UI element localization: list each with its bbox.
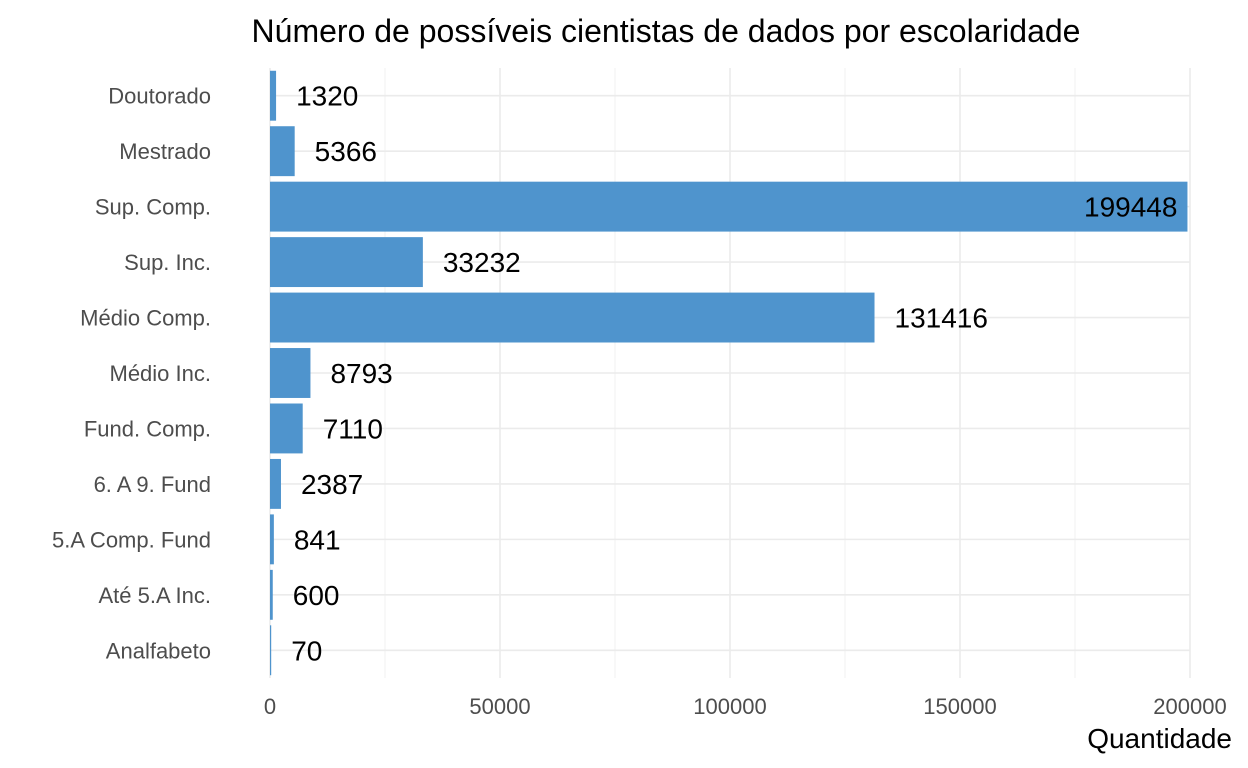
x-tick-label: 0: [264, 694, 276, 719]
category-label: Até 5.A Inc.: [98, 583, 211, 608]
bar: [270, 237, 423, 288]
x-tick-label: 200000: [1153, 694, 1226, 719]
bar: [270, 292, 875, 343]
category-label: Médio Inc.: [110, 361, 212, 386]
data-label: 70: [291, 635, 322, 666]
data-labels: 1320 5366 199448 33232 131416 8793 7110 2387 841…: [291, 81, 1177, 667]
category-label: Fund. Comp.: [84, 416, 211, 441]
category-label: Sup. Inc.: [124, 250, 211, 275]
data-label: 7110: [323, 413, 383, 444]
data-label: 8793: [330, 358, 392, 389]
x-tick-label: 100000: [693, 694, 766, 719]
category-label: Doutorado: [108, 84, 211, 109]
bar: [270, 458, 281, 509]
data-label: 5366: [315, 136, 377, 167]
bar: [270, 348, 311, 398]
bar: [270, 181, 1188, 232]
chart-title: Número de possíveis cientistas de dados …: [252, 13, 1081, 49]
x-tick-label: 150000: [923, 694, 996, 719]
data-label: 600: [293, 580, 340, 611]
x-tick-label: 50000: [469, 694, 530, 719]
category-label: Médio Comp.: [80, 306, 211, 331]
category-label: 6. A 9. Fund: [94, 472, 211, 497]
x-axis-ticks: 0 50000 100000 150000 200000: [264, 694, 1227, 719]
x-axis-label: Quantidade: [1087, 723, 1232, 754]
data-label: 33232: [443, 247, 521, 278]
data-label: 1320: [296, 81, 358, 112]
bar: [270, 569, 273, 620]
bar: [270, 126, 295, 177]
category-label: Analfabeto: [106, 638, 211, 663]
data-label: 841: [294, 524, 341, 555]
category-label: Mestrado: [119, 139, 211, 164]
grid: [269, 68, 1191, 678]
category-labels: Doutorado Mestrado Sup. Comp. Sup. Inc. Médi…: [52, 84, 211, 664]
bar: [270, 514, 274, 565]
bar: [270, 70, 277, 121]
data-label: 199448: [1084, 192, 1177, 223]
bar: [270, 403, 303, 454]
category-label: 5.A Comp. Fund: [52, 527, 211, 552]
bars: [270, 70, 1188, 676]
data-label: 2387: [301, 469, 363, 500]
data-label: 131416: [895, 303, 988, 334]
category-label: Sup. Comp.: [95, 195, 211, 220]
bar: [270, 625, 272, 676]
